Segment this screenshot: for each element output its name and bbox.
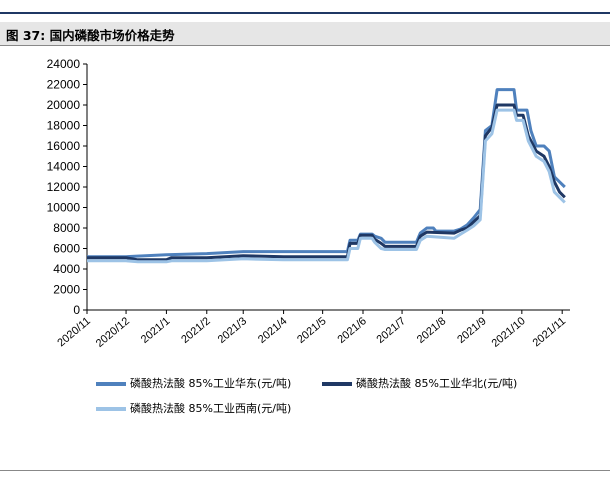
x-tick-label: 2021/10 (490, 315, 528, 350)
y-tick-label: 8000 (53, 221, 80, 235)
x-tick-label: 2021/11 (531, 315, 569, 349)
y-tick-label: 16000 (47, 139, 81, 153)
x-tick-label: 2020/12 (94, 315, 132, 350)
y-tick-label: 10000 (47, 201, 81, 215)
x-tick-label: 2021/3 (216, 315, 249, 346)
legend-swatch-north (322, 382, 352, 386)
title-rule (0, 45, 610, 46)
x-tick-label: 2021/9 (455, 315, 488, 346)
legend-item-southwest: 磷酸热法酸 85%工业西南(元/吨) (96, 400, 291, 416)
x-tick-label: 2021/4 (256, 315, 289, 346)
legend-item-east: 磷酸热法酸 85%工业华东(元/吨) (96, 375, 291, 391)
y-tick-label: 14000 (47, 160, 81, 174)
figure-title: 图 37: 国内磷酸市场价格走势 (6, 28, 175, 43)
line-chart: 0 2000 4000 6000 8000 10000 12000 14000 16000 180… (47, 57, 570, 350)
y-tick-label: 22000 (47, 78, 81, 92)
y-tick-label: 6000 (53, 242, 80, 256)
x-tick-label: 2020/11 (55, 315, 93, 349)
legend-label-north: 磷酸热法酸 85%工业华北(元/吨) (356, 377, 518, 390)
top-rule (0, 12, 610, 14)
legend-label-southwest: 磷酸热法酸 85%工业西南(元/吨) (130, 402, 292, 415)
title-bar (0, 22, 610, 45)
series-line-east (87, 88, 566, 259)
x-tick-label: 2021/2 (179, 315, 212, 346)
legend-item-north: 磷酸热法酸 85%工业华北(元/吨) (322, 375, 517, 391)
legend-label-east: 磷酸热法酸 85%工业华东(元/吨) (130, 377, 292, 390)
x-tick-label: 2021/5 (295, 315, 328, 346)
series-line-southwest (87, 108, 566, 264)
bottom-rule (0, 470, 610, 471)
y-tick-label: 12000 (47, 180, 81, 194)
y-tick-label: 18000 (47, 119, 81, 133)
legend-swatch-east (96, 382, 126, 386)
y-tick-label: 20000 (47, 98, 81, 112)
x-tick-label: 2021/8 (415, 315, 448, 346)
x-tick-label: 2021/6 (335, 315, 368, 346)
y-tick-label: 0 (73, 303, 80, 317)
y-tick-label: 4000 (53, 262, 80, 276)
x-tick-label: 2021/1 (139, 315, 172, 346)
legend-swatch-southwest (96, 407, 126, 411)
y-tick-label: 2000 (53, 283, 80, 297)
x-tick-label: 2021/7 (374, 315, 407, 346)
y-tick-label: 24000 (47, 57, 81, 71)
